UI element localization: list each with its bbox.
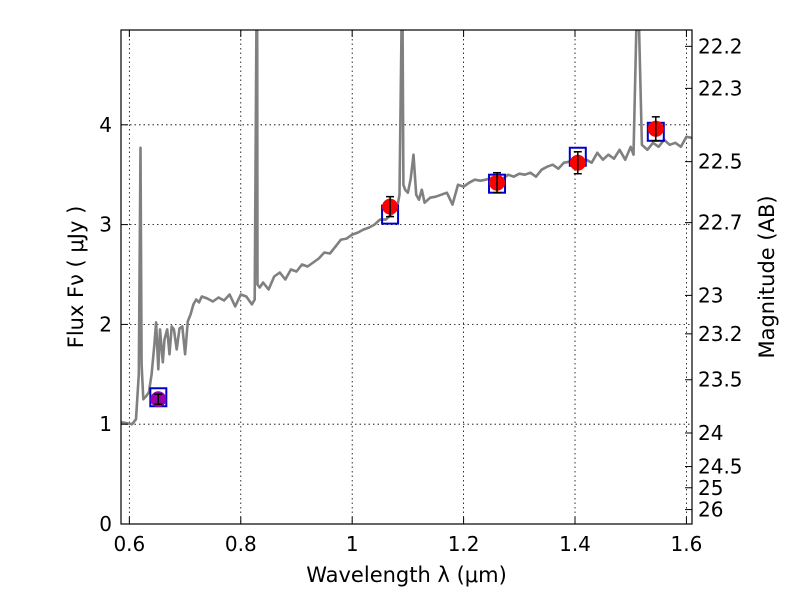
mag-tick-label: 22.2 xyxy=(698,34,743,58)
right-axis-label: Magnitude (AB) xyxy=(755,195,779,358)
y-tick-label: 1 xyxy=(99,412,112,436)
x-tick-label: 0.8 xyxy=(225,532,257,556)
x-axis-label: Wavelength λ (μm) xyxy=(306,563,507,587)
mag-tick-label: 22.7 xyxy=(698,211,743,235)
mag-tick-label: 25 xyxy=(698,476,723,500)
y-tick-label: 3 xyxy=(99,213,112,237)
mag-tick-label: 23.5 xyxy=(698,368,743,392)
y-tick-label: 4 xyxy=(99,113,112,137)
mag-tick-label: 24 xyxy=(698,421,723,445)
mag-tick-label: 22.3 xyxy=(698,76,743,100)
mag-tick-label: 26 xyxy=(698,498,723,522)
mag-tick-label: 23 xyxy=(698,283,723,307)
mag-tick-label: 22.5 xyxy=(698,150,743,174)
mag-tick-label: 24.5 xyxy=(698,455,743,479)
y-tick-label: 2 xyxy=(99,312,112,336)
y-axis-label: Flux Fν ( μJy ) xyxy=(64,206,88,349)
x-tick-label: 0.6 xyxy=(113,532,145,556)
spectrum-line xyxy=(121,30,692,426)
photometry-series xyxy=(149,116,665,408)
spectrum-series xyxy=(121,30,692,426)
axis-ticks: 0.6 0.8 1 1.2 1.4 1.60123422.222.322.522.7232… xyxy=(99,30,743,556)
plot-frame xyxy=(120,29,693,525)
x-tick-label: 1.2 xyxy=(448,532,480,556)
x-tick-label: 1.4 xyxy=(559,532,591,556)
y-tick-label: 0 xyxy=(99,512,112,536)
x-tick-label: 1.6 xyxy=(671,532,703,556)
mag-tick-label: 23.2 xyxy=(698,322,743,346)
x-tick-label: 1 xyxy=(346,532,359,556)
grid xyxy=(121,30,692,524)
